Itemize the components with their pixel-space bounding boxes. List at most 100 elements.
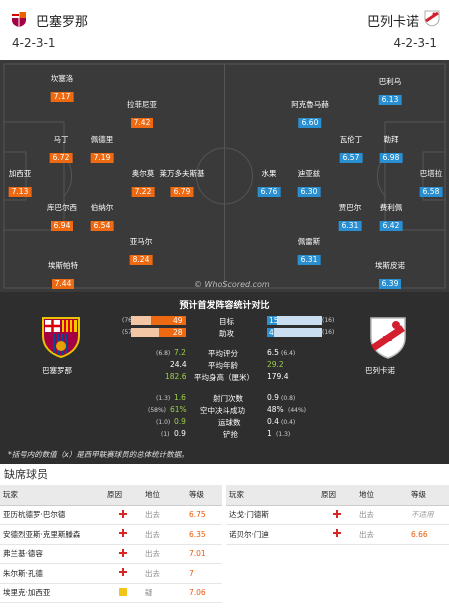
absent-player-name[interactable]: 亚历杭德罗·巴尔德 xyxy=(0,505,104,525)
home-formation: 4-2-3-1 xyxy=(12,36,56,50)
bar-away-prev: (16) xyxy=(322,317,335,324)
col-reason: 原因 xyxy=(318,485,356,506)
absent-rating: 6.66 xyxy=(408,524,449,545)
reason-cell xyxy=(104,583,142,603)
stats-home-name: 巴塞罗那 xyxy=(42,366,72,375)
pitch-lines xyxy=(3,63,446,289)
rayo-crest-icon xyxy=(423,9,441,27)
doubtful-icon xyxy=(119,587,127,596)
absent-status: 出去 xyxy=(142,524,186,545)
absent-player-name[interactable]: 安德烈亚斯·克里斯滕森 xyxy=(0,524,104,545)
home-player[interactable]: 佩德里 7.19 xyxy=(90,135,114,163)
table-row[interactable]: 埃里克·加西亚 疑 7.06 xyxy=(0,583,222,603)
away-team-name[interactable]: 巴列卡诺 xyxy=(366,15,419,30)
home-team-name[interactable]: 巴塞罗那 xyxy=(36,15,89,30)
table-row[interactable]: 安德烈亚斯·克里斯滕森 出去 6.35 xyxy=(0,524,222,545)
home-player[interactable]: 坎塞洛 7.17 xyxy=(50,74,74,102)
injury-icon xyxy=(119,548,127,557)
home-player[interactable]: 拉菲尼亚 7.42 xyxy=(127,100,157,128)
bar-label: 助攻 xyxy=(219,329,234,338)
away-player[interactable]: 阿克魯马赫 6.60 xyxy=(291,100,329,128)
injury-icon xyxy=(333,509,341,518)
lineup-stats-panel: 预计首发阵容统计对比 巴塞罗那 RV 巴列卡诺 (76) 49 目标 15 (1… xyxy=(0,292,449,464)
absent-player-name[interactable]: 弗兰基·德容 xyxy=(0,544,104,564)
stat-home-prev: (1.0) xyxy=(156,419,171,426)
absent-status: 疑 xyxy=(142,583,186,603)
home-player[interactable]: 库巴尔西 6.94 xyxy=(47,203,77,231)
home-player[interactable]: 埃斯帕特 7.44 xyxy=(48,261,78,289)
away-player[interactable]: 埃斯皮诺 6.39 xyxy=(375,261,405,289)
svg-text:RV: RV xyxy=(383,335,394,343)
away-goals-bar-track xyxy=(267,316,322,325)
home-assists-bar-track xyxy=(131,328,186,337)
stat-home-value: 0.9 xyxy=(174,429,186,438)
stat-label: 平均年龄 xyxy=(208,361,238,370)
bar-away-value: 15 xyxy=(269,316,279,325)
table-row[interactable]: 达戈·门德斯 出去 不适用 xyxy=(226,505,449,525)
away-player[interactable]: 勒拜 6.98 xyxy=(379,135,403,164)
home-player[interactable]: 莱万多夫斯基 6.79 xyxy=(159,169,205,197)
bar-home-value: 49 xyxy=(173,316,183,325)
stat-away-value: 0.9 xyxy=(267,393,279,402)
away-player[interactable]: 水果 6.76 xyxy=(257,169,281,198)
away-player[interactable]: 迪亚兹 6.30 xyxy=(297,169,321,197)
table-row[interactable]: 朱尔斯·孔德 出去 7 xyxy=(0,563,222,584)
table-row[interactable]: 亚历杭德罗·巴尔德 出去 6.75 xyxy=(0,505,222,525)
home-player[interactable]: 马丁 6.72 xyxy=(49,135,73,164)
stat-away-prev: (0.4) xyxy=(281,419,296,426)
stat-away-value: 6.5 xyxy=(267,348,279,357)
away-player[interactable]: 费利佩 6.42 xyxy=(379,203,403,231)
stats-away-name: 巴列卡诺 xyxy=(365,366,395,375)
table-header-row: 玩家 原因 地位 等级 xyxy=(226,485,449,506)
absent-rating: 6.35 xyxy=(186,524,222,545)
stat-away-value: 0.4 xyxy=(267,417,279,426)
reason-cell xyxy=(104,505,142,525)
absent-player-name[interactable]: 埃里克·加西亚 xyxy=(0,583,104,603)
stat-label: 平均评分 xyxy=(208,349,238,358)
table-row[interactable]: 弗兰基·德容 出去 7.01 xyxy=(0,544,222,564)
away-player[interactable]: 佩雷斯 6.31 xyxy=(297,237,321,265)
stat-away-value: 179.4 xyxy=(267,372,289,381)
home-player[interactable]: 亚马尔 8.24 xyxy=(129,237,153,265)
away-player[interactable]: 巴塔拉 6.58 xyxy=(419,169,443,197)
absent-player-name[interactable]: 诺贝尔·门迪 xyxy=(226,524,318,545)
absent-rating: 7.01 xyxy=(186,544,222,564)
injury-icon xyxy=(119,568,127,577)
bar-home-prev: (76) xyxy=(122,317,135,324)
stat-away-prev: (1.3) xyxy=(276,431,291,438)
stat-home-prev: (58%) xyxy=(148,407,167,414)
col-player: 玩家 xyxy=(0,485,104,506)
bar-label: 目标 xyxy=(219,317,234,326)
match-header: 巴塞罗那 4-2-3-1 巴列卡诺 4-2-3-1 xyxy=(0,0,449,60)
away-player[interactable]: 巴利乌 6.13 xyxy=(378,77,402,105)
stat-home-prev: (6.8) xyxy=(156,350,171,357)
home-player[interactable]: 奥尔莫 7.22 xyxy=(131,169,155,197)
away-absent-table: 玩家 原因 地位 等级 达戈·门德斯 出去 不适用 诺贝尔·门迪 出去 6.66 xyxy=(226,485,449,545)
col-rating: 等级 xyxy=(186,485,222,506)
stat-label: 平均身高（厘米） xyxy=(194,373,254,382)
absent-rating: 不适用 xyxy=(408,505,449,525)
bar-home-prev: (57) xyxy=(122,329,135,336)
absent-players-title: 缺席球员 xyxy=(4,468,48,481)
stat-label: 运球数 xyxy=(218,418,241,427)
stat-home-value: 24.4 xyxy=(170,360,187,369)
away-assists-bar-fill xyxy=(267,328,274,337)
home-player[interactable]: 伯纳尔 6.54 xyxy=(90,203,114,231)
col-status: 地位 xyxy=(356,485,408,506)
stat-away-prev: (44%) xyxy=(288,407,307,414)
home-crest-large-icon xyxy=(40,314,82,360)
absent-status: 出去 xyxy=(142,505,186,525)
home-player[interactable]: 加西亚 7.13 xyxy=(8,169,32,197)
away-player[interactable]: 贾巴尔 6.31 xyxy=(338,203,362,231)
table-row[interactable]: 诺贝尔·门迪 出去 6.66 xyxy=(226,524,449,545)
absent-status: 出去 xyxy=(142,544,186,564)
absent-player-name[interactable]: 朱尔斯·孔德 xyxy=(0,563,104,584)
stat-home-value: 1.6 xyxy=(174,393,186,402)
stat-home-prev: (1) xyxy=(161,431,170,438)
bar-home-value: 28 xyxy=(173,328,183,337)
absent-player-name[interactable]: 达戈·门德斯 xyxy=(226,505,318,525)
away-player[interactable]: 瓦伦丁 6.57 xyxy=(339,135,363,163)
stat-away-value: 1 xyxy=(267,429,272,438)
absent-status: 出去 xyxy=(356,524,408,545)
stat-label: 空中决斗成功 xyxy=(200,406,245,415)
